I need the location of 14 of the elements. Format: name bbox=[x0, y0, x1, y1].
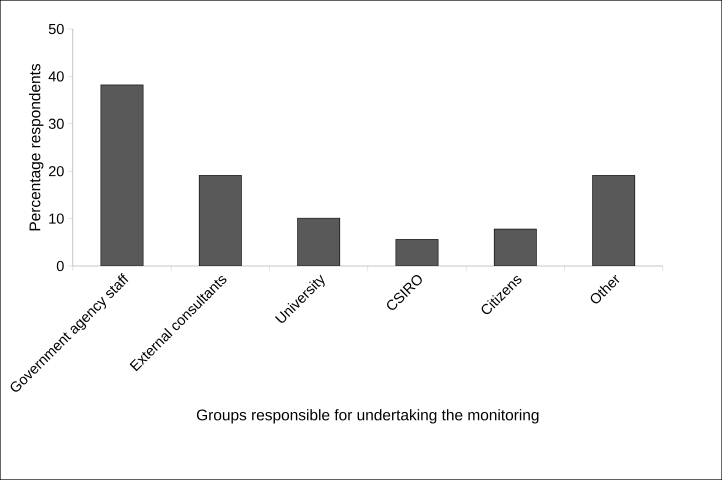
y-tick-label: 20 bbox=[48, 166, 64, 176]
y-tick-label: 0 bbox=[56, 260, 64, 272]
x-axis-title: Groups responsible for undertaking the monitoring bbox=[196, 409, 538, 424]
bar bbox=[297, 218, 340, 266]
y-tick-label: 10 bbox=[49, 213, 64, 224]
y-tick-label: 30 bbox=[48, 118, 64, 129]
bar bbox=[396, 239, 438, 266]
bar bbox=[494, 228, 537, 266]
y-tick-label: 50 bbox=[48, 24, 64, 34]
bar bbox=[100, 84, 144, 266]
bar bbox=[592, 175, 636, 266]
bar bbox=[198, 175, 242, 266]
y-axis-title: Percentage respondents bbox=[29, 64, 44, 230]
y-tick-label: 40 bbox=[48, 71, 64, 82]
